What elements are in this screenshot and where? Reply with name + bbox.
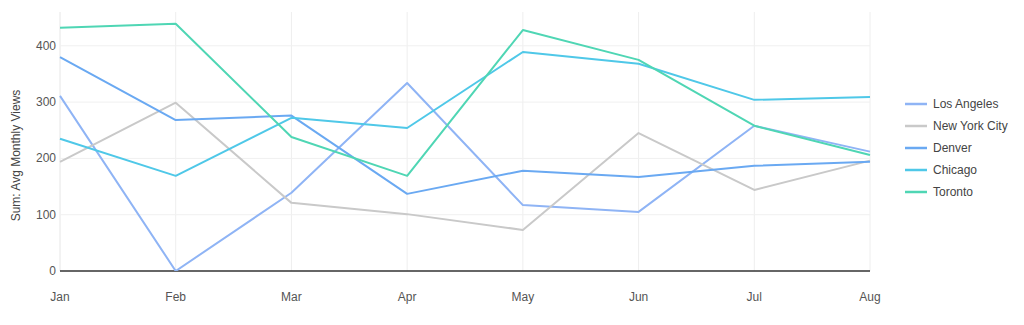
legend-swatch bbox=[905, 103, 927, 106]
y-tick-label: 200 bbox=[36, 151, 56, 165]
y-grid-line bbox=[60, 45, 870, 46]
x-tick-label: Jun bbox=[629, 290, 648, 304]
x-tick-label: Feb bbox=[165, 290, 186, 304]
x-tick-label: Apr bbox=[398, 290, 417, 304]
y-axis-title: Sum: Avg Monthly Views bbox=[9, 90, 23, 222]
x-grid-line bbox=[175, 12, 176, 271]
y-tick-label: 300 bbox=[36, 95, 56, 109]
x-grid-line bbox=[754, 12, 755, 271]
legend-swatch bbox=[905, 147, 927, 150]
series-line bbox=[60, 83, 870, 271]
chart-svg: 0 100 200 300 400 Jan Feb Mar Apr May Jun Jul Aug Sum… bbox=[0, 0, 1024, 325]
x-grid-line bbox=[60, 12, 61, 271]
x-tick-label: Aug bbox=[859, 290, 880, 304]
legend-label: Los Angeles bbox=[933, 97, 998, 111]
y-tick-label: 400 bbox=[36, 39, 56, 53]
x-tick-label: May bbox=[512, 290, 535, 304]
y-range-line bbox=[60, 12, 61, 271]
x-tick-label: Jan bbox=[50, 290, 69, 304]
x-grid-line bbox=[291, 12, 292, 271]
legend-swatch bbox=[905, 169, 927, 172]
y-tick-label: 100 bbox=[36, 208, 56, 222]
legend-label: Toronto bbox=[933, 185, 973, 199]
legend-swatch bbox=[905, 125, 927, 128]
legend-label: Denver bbox=[933, 141, 972, 155]
x-grid-line bbox=[407, 12, 408, 271]
y-tick-label: 0 bbox=[49, 264, 56, 278]
x-grid-line bbox=[522, 12, 523, 271]
series-line bbox=[60, 24, 870, 176]
chart-container: 0 100 200 300 400 Jan Feb Mar Apr May Jun Jul Aug Sum… bbox=[0, 0, 1024, 325]
legend-label: New York City bbox=[933, 119, 1008, 133]
lines-group bbox=[60, 24, 870, 271]
legend-swatch bbox=[905, 191, 927, 194]
baseline bbox=[60, 270, 870, 271]
y-grid-line bbox=[60, 158, 870, 159]
x-tick-label: Mar bbox=[281, 290, 302, 304]
legend-label: Chicago bbox=[933, 163, 977, 177]
x-grid-line bbox=[870, 12, 871, 271]
x-grid-line bbox=[638, 12, 639, 271]
series-line bbox=[60, 52, 870, 176]
x-tick-label: Jul bbox=[747, 290, 762, 304]
y-grid-line bbox=[60, 214, 870, 215]
